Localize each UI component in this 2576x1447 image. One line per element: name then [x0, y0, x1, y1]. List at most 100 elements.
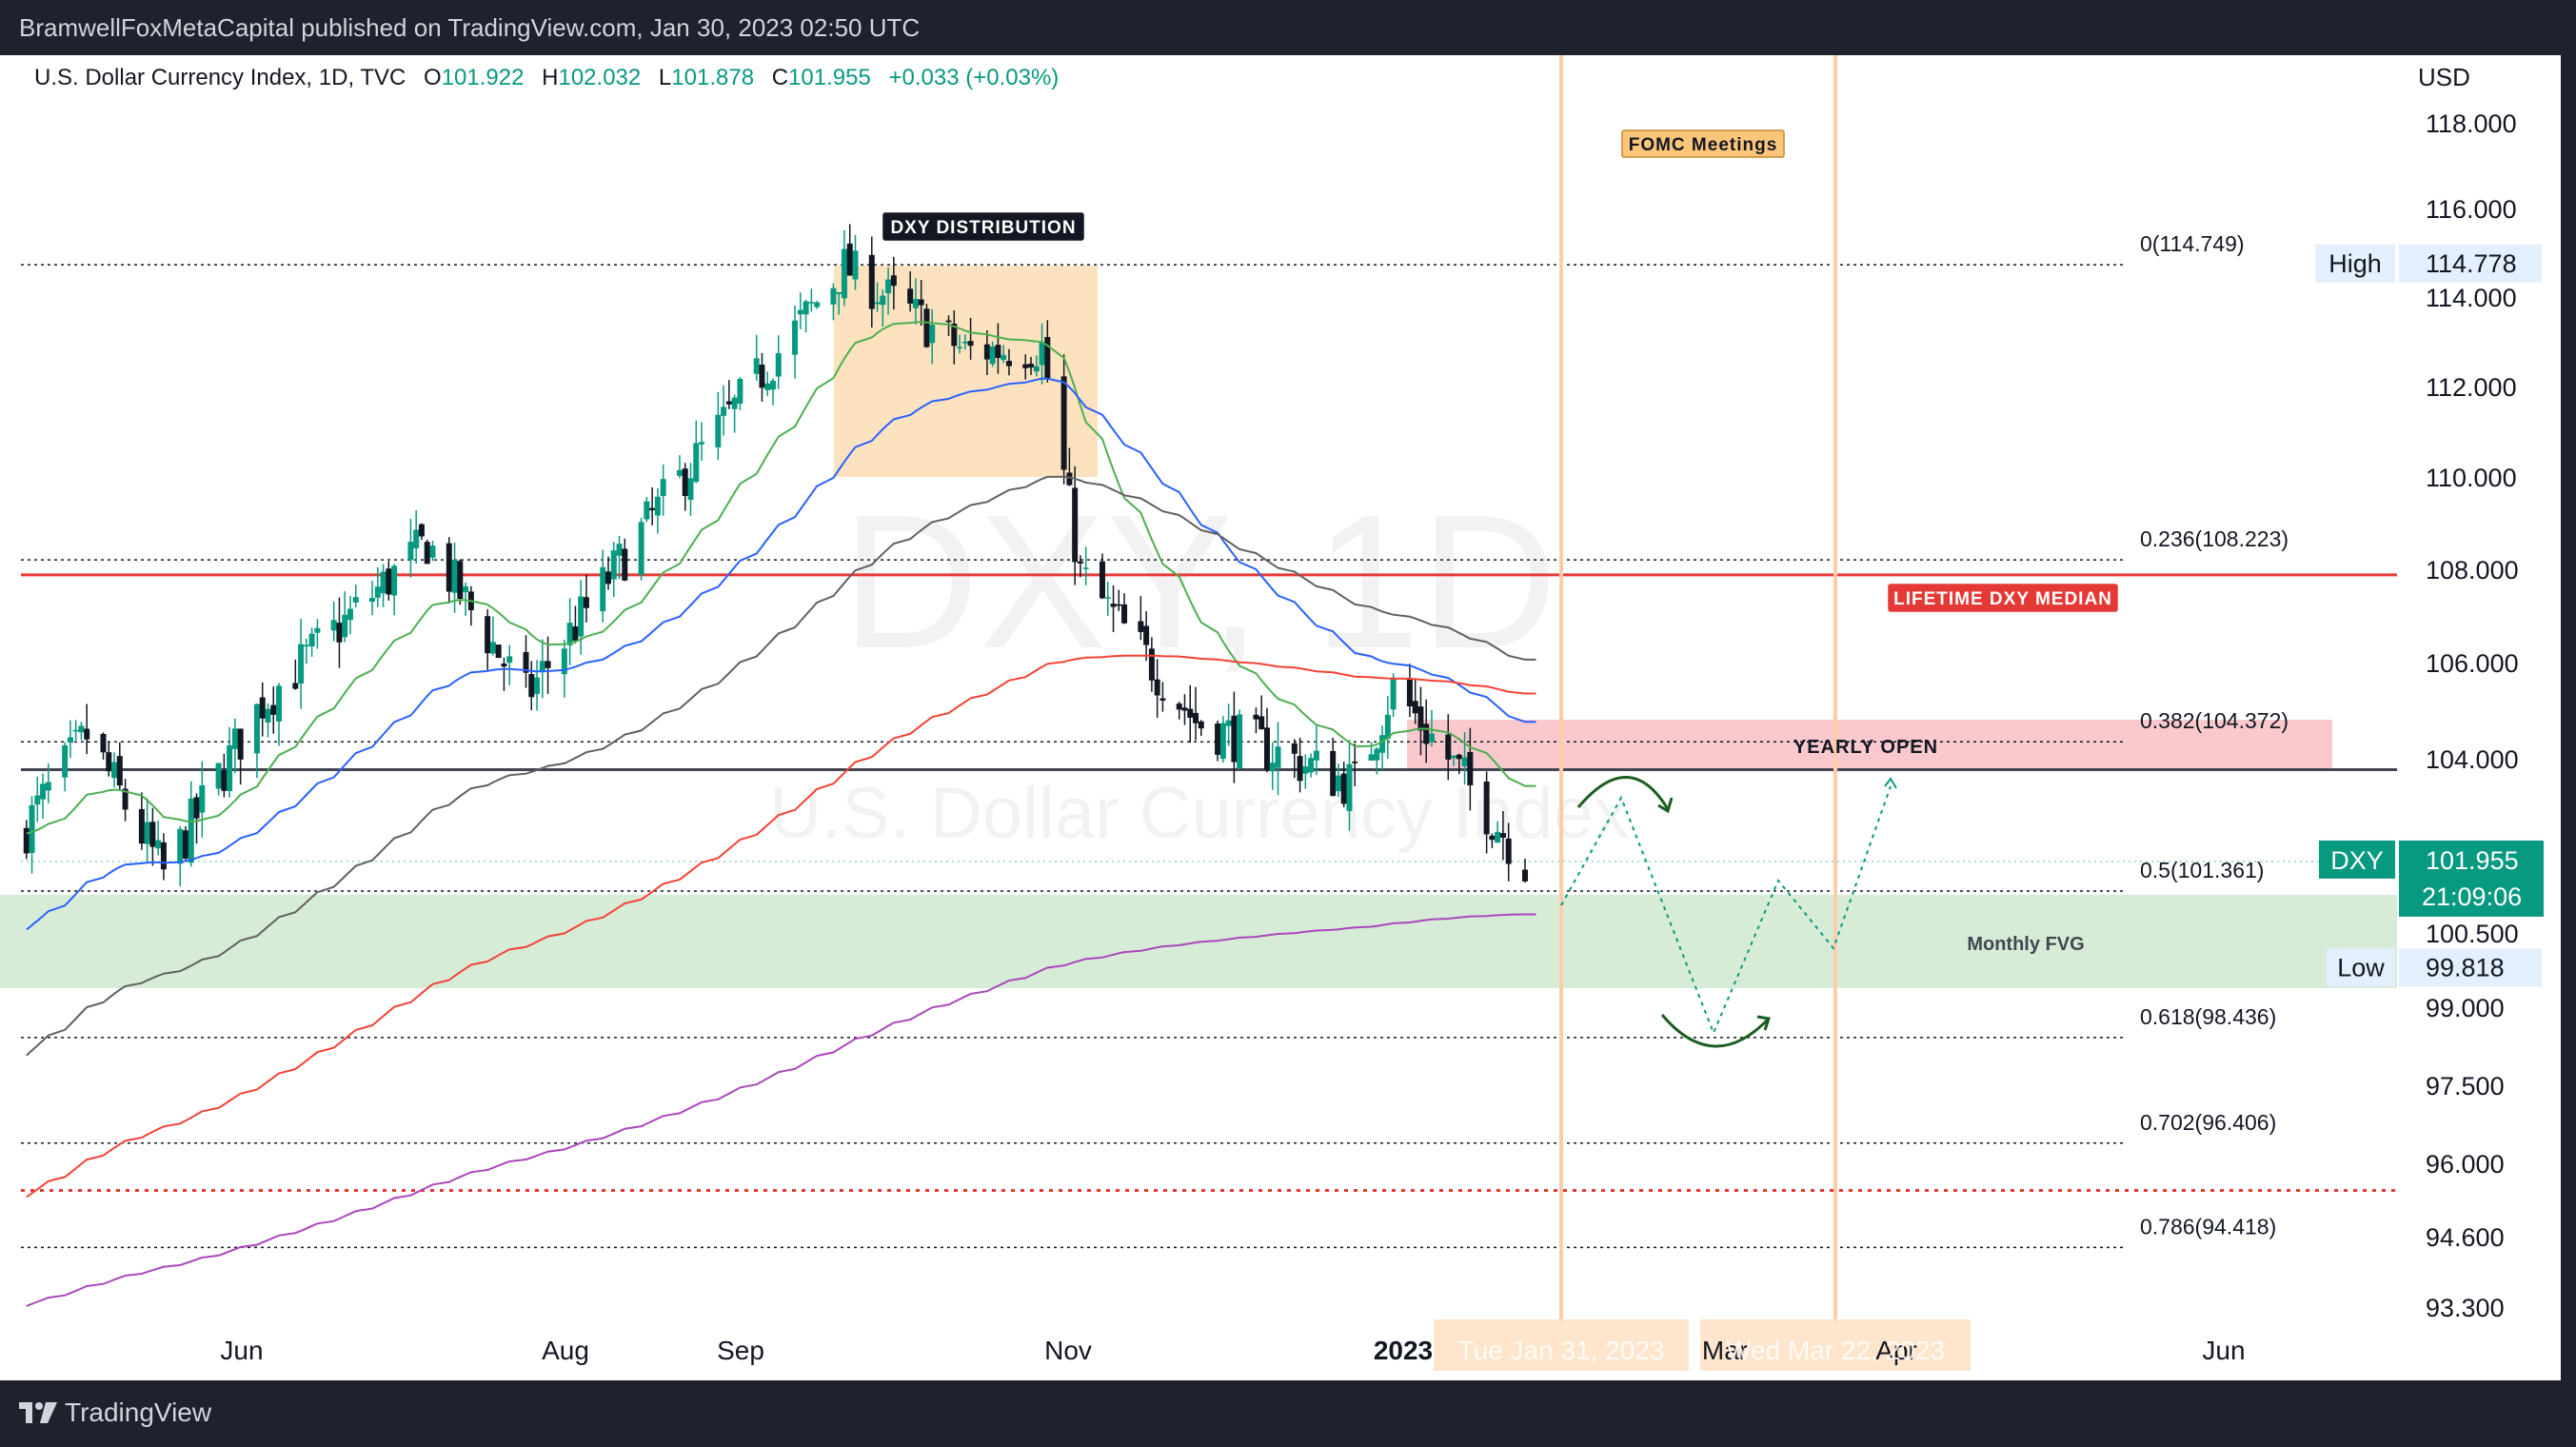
candle-103 — [808, 288, 815, 312]
candle-184 — [1428, 709, 1435, 747]
candle-4 — [45, 763, 51, 803]
arc-arrowhead-2-icon — [1756, 1015, 1771, 1031]
candle-46 — [374, 566, 381, 607]
candle-119 — [929, 308, 936, 365]
candle-27 — [227, 726, 233, 798]
fib-label-5: 0.702(96.406) — [2140, 1110, 2276, 1135]
candle-91 — [721, 385, 727, 436]
dxy-distribution-label-text: DXY DISTRIBUTION — [890, 218, 1076, 238]
y-tick-9: 99.000 — [2426, 994, 2505, 1022]
y-tick-0: 118.000 — [2426, 109, 2517, 138]
candle-135 — [1060, 354, 1067, 485]
tradingview-brand[interactable]: TradingView — [19, 1397, 211, 1428]
candle-114 — [890, 256, 897, 310]
candle-94 — [737, 376, 743, 410]
candle-5 — [62, 742, 69, 792]
candle-130 — [1022, 354, 1029, 380]
candle-174 — [1352, 743, 1358, 786]
candle-183 — [1423, 699, 1430, 763]
candle-178 — [1384, 695, 1391, 759]
candle-100 — [792, 305, 799, 379]
price-chart[interactable]: DXY, 1D U.S. Dollar Currency Index 0(114.7… — [0, 0, 2576, 1380]
candle-22 — [188, 781, 194, 867]
candle-96 — [759, 352, 765, 402]
countdown-value: 21:09:06 — [2422, 882, 2522, 911]
candle-2 — [34, 776, 41, 823]
candle-169 — [1313, 724, 1319, 776]
candle-101 — [797, 292, 803, 329]
last-price-bg — [2399, 840, 2544, 917]
x-tick-1: Aug — [542, 1336, 589, 1365]
x-tick-3: Nov — [1044, 1336, 1092, 1365]
candle-89 — [699, 422, 705, 462]
candle-102 — [803, 299, 809, 333]
candle-123 — [961, 334, 968, 350]
candle-95 — [753, 334, 760, 381]
candle-92 — [725, 380, 732, 409]
symbol-tag: DXY — [2330, 846, 2384, 875]
candles — [23, 224, 1528, 886]
high-value: 102.032 — [558, 65, 642, 90]
candle-160 — [1253, 707, 1259, 734]
candle-129 — [1005, 348, 1012, 376]
candle-191 — [1489, 833, 1496, 848]
candle-25 — [215, 763, 222, 796]
chart-panel[interactable] — [0, 55, 2561, 1380]
candle-181 — [1412, 678, 1418, 724]
candle-55 — [446, 537, 452, 604]
candle-63 — [501, 657, 507, 691]
high-label: H — [542, 65, 559, 90]
candle-115 — [907, 271, 914, 312]
candle-171 — [1335, 763, 1341, 798]
candle-166 — [1297, 737, 1303, 793]
y-tick-13: 93.300 — [2426, 1294, 2505, 1322]
ema-50-line — [26, 377, 1536, 931]
x-tick-7: Jun — [2202, 1336, 2245, 1365]
candle-158 — [1231, 691, 1238, 783]
y-tick-4: 110.000 — [2426, 464, 2517, 492]
candle-32 — [265, 703, 271, 738]
candle-120 — [945, 315, 952, 336]
published-text: BramwellFoxMetaCapital published on Trad… — [19, 13, 921, 42]
low-label-bg — [2327, 948, 2395, 987]
candle-149 — [1159, 682, 1166, 712]
candle-164 — [1275, 722, 1281, 796]
y-tick-6: 106.000 — [2426, 649, 2519, 678]
fomc-meetings-label: FOMC Meetings — [1621, 129, 1785, 158]
candle-189 — [1467, 727, 1474, 811]
lifetime-median-label: LIFETIME DXY MEDIAN — [1888, 584, 2118, 612]
y-tick-11: 96.000 — [2426, 1150, 2505, 1179]
watermark-symbol: DXY, 1D — [842, 476, 1557, 688]
candle-56 — [451, 543, 458, 613]
candle-83 — [654, 487, 661, 534]
candle-172 — [1340, 762, 1347, 808]
candle-136 — [1066, 447, 1073, 486]
candle-18 — [155, 821, 162, 856]
candle-180 — [1406, 664, 1413, 718]
projection-arrowhead-icon — [1884, 777, 1897, 789]
low-label: L — [658, 65, 672, 90]
candle-148 — [1154, 659, 1160, 718]
candle-41 — [336, 597, 343, 668]
date-marker-1: Tue Jan 31, 2023 — [1458, 1336, 1665, 1365]
candle-131 — [1028, 356, 1035, 375]
candle-179 — [1390, 673, 1397, 718]
candle-64 — [506, 644, 513, 685]
candle-128 — [1001, 345, 1007, 364]
candle-37 — [303, 638, 309, 664]
watermark-name: U.S. Dollar Currency Index — [769, 773, 1630, 854]
candle-13 — [116, 742, 123, 790]
candle-47 — [380, 564, 386, 607]
candle-0 — [23, 820, 30, 860]
candle-9 — [84, 704, 90, 755]
candle-186 — [1451, 755, 1457, 766]
candle-110 — [868, 236, 875, 328]
candle-192 — [1495, 821, 1501, 843]
candle-31 — [259, 682, 266, 737]
candle-40 — [330, 601, 337, 642]
high-value: 114.778 — [2426, 249, 2517, 278]
candle-152 — [1187, 684, 1194, 743]
candle-68 — [539, 639, 545, 699]
candle-45 — [369, 581, 376, 616]
candle-109 — [852, 234, 859, 290]
